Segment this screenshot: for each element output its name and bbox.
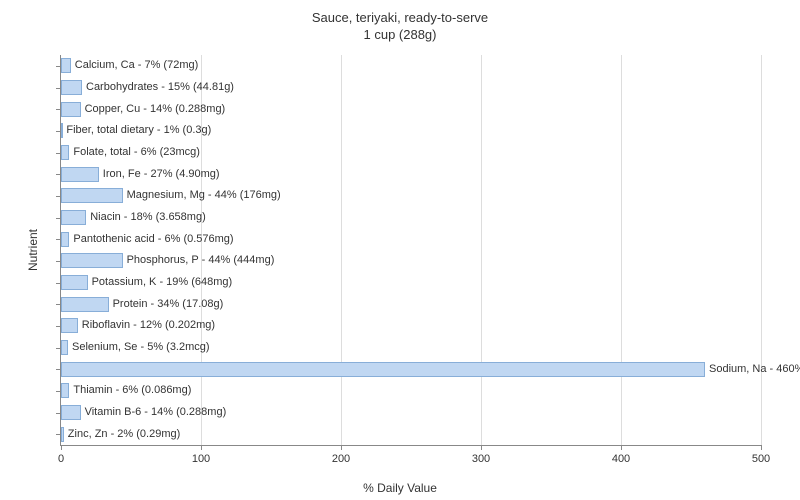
nutrient-bar [61,340,68,355]
nutrient-row: Phosphorus, P - 44% (444mg) [61,250,761,272]
nutrient-label: Calcium, Ca - 7% (72mg) [71,58,198,73]
x-tick-label: 200 [332,453,350,465]
nutrient-label: Carbohydrates - 15% (44.81g) [82,80,234,95]
nutrient-bar [61,58,71,73]
nutrient-bar [61,275,88,290]
nutrient-row: Thiamin - 6% (0.086mg) [61,380,761,402]
nutrient-bar [61,145,69,160]
nutrient-row: Fiber, total dietary - 1% (0.3g) [61,120,761,142]
nutrient-row: Potassium, K - 19% (648mg) [61,272,761,294]
nutrient-label: Niacin - 18% (3.658mg) [86,210,206,225]
x-tick-mark [61,445,62,450]
nutrient-label: Sodium, Na - 460% (11039mg) [705,362,800,377]
nutrient-bar [61,210,86,225]
nutrient-row: Magnesium, Mg - 44% (176mg) [61,185,761,207]
y-axis-label: Nutrient [26,229,40,271]
nutrient-bar [61,167,99,182]
gridline [761,55,762,445]
nutrient-label: Protein - 34% (17.08g) [109,297,224,312]
x-axis-label: % Daily Value [0,481,800,495]
nutrient-label: Potassium, K - 19% (648mg) [88,275,233,290]
nutrient-bar [61,405,81,420]
x-tick-label: 400 [612,453,630,465]
x-tick-label: 300 [472,453,490,465]
nutrient-row: Riboflavin - 12% (0.202mg) [61,315,761,337]
nutrient-row: Vitamin B-6 - 14% (0.288mg) [61,402,761,424]
nutrient-label: Pantothenic acid - 6% (0.576mg) [69,232,233,247]
nutrient-row: Carbohydrates - 15% (44.81g) [61,77,761,99]
nutrient-row: Folate, total - 6% (23mcg) [61,142,761,164]
nutrient-label: Zinc, Zn - 2% (0.29mg) [64,427,180,442]
nutrient-bar [61,318,78,333]
nutrient-bar [61,188,123,203]
nutrient-row: Niacin - 18% (3.658mg) [61,207,761,229]
x-tick-mark [341,445,342,450]
nutrient-label: Magnesium, Mg - 44% (176mg) [123,188,281,203]
chart-title: Sauce, teriyaki, ready-to-serve 1 cup (2… [0,10,800,42]
nutrient-chart: Sauce, teriyaki, ready-to-serve 1 cup (2… [0,0,800,500]
nutrient-bar [61,383,69,398]
nutrient-row: Zinc, Zn - 2% (0.29mg) [61,423,761,445]
x-tick-label: 100 [192,453,210,465]
nutrient-bar [61,362,705,377]
x-tick-mark [481,445,482,450]
nutrient-row: Protein - 34% (17.08g) [61,293,761,315]
nutrient-bar [61,102,81,117]
nutrient-row: Copper, Cu - 14% (0.288mg) [61,98,761,120]
nutrient-row: Pantothenic acid - 6% (0.576mg) [61,228,761,250]
nutrient-label: Selenium, Se - 5% (3.2mcg) [68,340,210,355]
plot-area: 0100200300400500Calcium, Ca - 7% (72mg)C… [60,55,761,446]
nutrient-label: Vitamin B-6 - 14% (0.288mg) [81,405,227,420]
title-line-2: 1 cup (288g) [0,27,800,42]
nutrient-label: Copper, Cu - 14% (0.288mg) [81,102,226,117]
nutrient-label: Thiamin - 6% (0.086mg) [69,383,191,398]
x-tick-label: 0 [58,453,64,465]
nutrient-row: Iron, Fe - 27% (4.90mg) [61,163,761,185]
x-tick-mark [761,445,762,450]
x-tick-mark [201,445,202,450]
nutrient-row: Selenium, Se - 5% (3.2mcg) [61,337,761,359]
x-tick-mark [621,445,622,450]
nutrient-label: Fiber, total dietary - 1% (0.3g) [62,123,211,138]
nutrient-bar [61,253,123,268]
title-line-1: Sauce, teriyaki, ready-to-serve [312,10,488,25]
nutrient-label: Riboflavin - 12% (0.202mg) [78,318,215,333]
x-tick-label: 500 [752,453,770,465]
nutrient-label: Phosphorus, P - 44% (444mg) [123,253,275,268]
nutrient-bar [61,80,82,95]
nutrient-label: Folate, total - 6% (23mcg) [69,145,200,160]
nutrient-row: Sodium, Na - 460% (11039mg) [61,358,761,380]
nutrient-bar [61,297,109,312]
nutrient-row: Calcium, Ca - 7% (72mg) [61,55,761,77]
nutrient-bar [61,232,69,247]
nutrient-label: Iron, Fe - 27% (4.90mg) [99,167,220,182]
